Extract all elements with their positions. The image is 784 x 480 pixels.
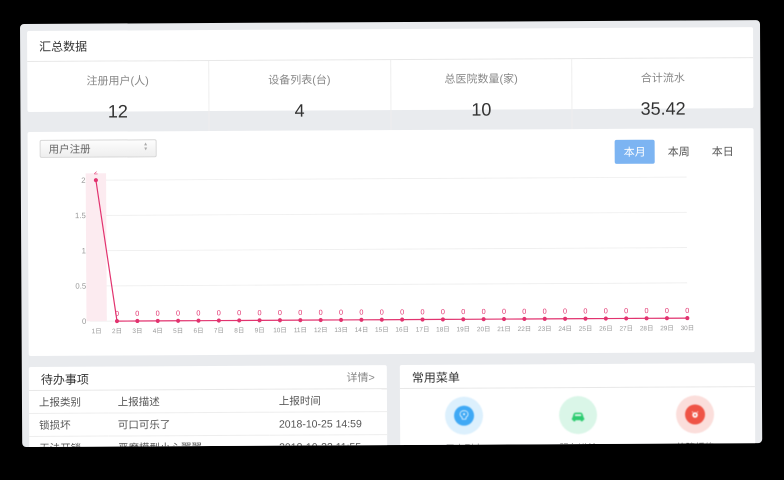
svg-text:10日: 10日 — [273, 326, 287, 334]
svg-text:7日: 7日 — [214, 327, 224, 335]
svg-text:4日: 4日 — [153, 327, 163, 335]
svg-text:0: 0 — [82, 317, 86, 326]
svg-text:0: 0 — [563, 307, 567, 316]
svg-text:28日: 28日 — [640, 324, 654, 332]
svg-text:11日: 11日 — [294, 326, 307, 334]
svg-text:1: 1 — [82, 246, 86, 255]
svg-text:0: 0 — [665, 306, 669, 315]
svg-text:0: 0 — [115, 309, 119, 318]
svg-text:0.5: 0.5 — [75, 282, 86, 291]
svg-text:25日: 25日 — [579, 325, 593, 333]
svg-text:8日: 8日 — [234, 326, 244, 334]
svg-text:9日: 9日 — [255, 326, 265, 334]
svg-text:5日: 5日 — [173, 327, 183, 335]
svg-text:23日: 23日 — [538, 325, 552, 333]
svg-text:12日: 12日 — [314, 326, 328, 334]
svg-text:13日: 13日 — [334, 326, 348, 334]
svg-text:14日: 14日 — [355, 326, 369, 334]
svg-text:0: 0 — [482, 307, 486, 316]
svg-text:0: 0 — [522, 307, 526, 316]
svg-text:0: 0 — [196, 309, 200, 318]
svg-text:0: 0 — [644, 306, 648, 315]
svg-text:0: 0 — [624, 306, 628, 315]
svg-text:0: 0 — [502, 307, 506, 316]
svg-text:0: 0 — [278, 308, 282, 317]
svg-text:0: 0 — [298, 308, 302, 317]
svg-text:26日: 26日 — [599, 325, 613, 333]
svg-text:0: 0 — [257, 308, 261, 317]
svg-text:0: 0 — [217, 308, 221, 317]
svg-text:6日: 6日 — [194, 327, 204, 335]
svg-text:0: 0 — [156, 309, 160, 318]
svg-text:0: 0 — [237, 308, 241, 317]
svg-text:1.5: 1.5 — [75, 211, 86, 220]
svg-text:0: 0 — [604, 306, 608, 315]
svg-text:0: 0 — [441, 307, 445, 316]
svg-text:22日: 22日 — [518, 325, 532, 333]
svg-text:30日: 30日 — [681, 324, 695, 332]
svg-text:0: 0 — [319, 308, 323, 317]
svg-text:16日: 16日 — [395, 326, 409, 334]
svg-text:24日: 24日 — [558, 325, 572, 333]
svg-text:0: 0 — [359, 308, 363, 317]
svg-text:21日: 21日 — [497, 325, 511, 333]
svg-text:3日: 3日 — [132, 327, 142, 335]
svg-text:19日: 19日 — [456, 325, 470, 333]
svg-text:0: 0 — [543, 307, 547, 316]
svg-text:0: 0 — [380, 308, 384, 317]
svg-text:0: 0 — [583, 306, 587, 315]
svg-text:0: 0 — [135, 309, 139, 318]
svg-text:29日: 29日 — [660, 324, 674, 332]
svg-text:2日: 2日 — [112, 327, 122, 335]
svg-text:0: 0 — [339, 308, 343, 317]
svg-text:1日: 1日 — [92, 327, 102, 335]
svg-text:2: 2 — [81, 176, 85, 185]
svg-text:0: 0 — [420, 307, 424, 316]
svg-text:0: 0 — [685, 306, 689, 315]
svg-text:0: 0 — [461, 307, 465, 316]
svg-text:18日: 18日 — [436, 325, 450, 333]
svg-text:0: 0 — [400, 307, 404, 316]
svg-text:27日: 27日 — [619, 324, 633, 332]
svg-text:20日: 20日 — [477, 325, 491, 333]
svg-text:0: 0 — [176, 309, 180, 318]
svg-text:17日: 17日 — [416, 326, 430, 334]
svg-text:15日: 15日 — [375, 326, 389, 334]
